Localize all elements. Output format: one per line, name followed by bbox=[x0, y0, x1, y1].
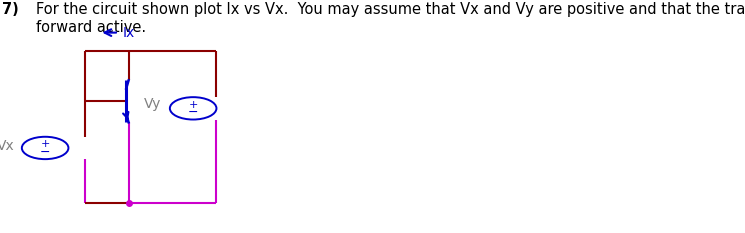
Text: −: − bbox=[188, 106, 198, 119]
Text: For the circuit shown plot Ix vs Vx.  You may assume that Vx and Vy are positive: For the circuit shown plot Ix vs Vx. You… bbox=[37, 2, 745, 35]
Text: 7): 7) bbox=[2, 2, 19, 17]
Text: +: + bbox=[40, 139, 50, 149]
Text: Vy: Vy bbox=[145, 97, 162, 111]
Text: Vx: Vx bbox=[0, 139, 15, 153]
Text: Ix: Ix bbox=[123, 26, 135, 40]
Text: −: − bbox=[40, 146, 51, 159]
Text: +: + bbox=[188, 100, 198, 110]
